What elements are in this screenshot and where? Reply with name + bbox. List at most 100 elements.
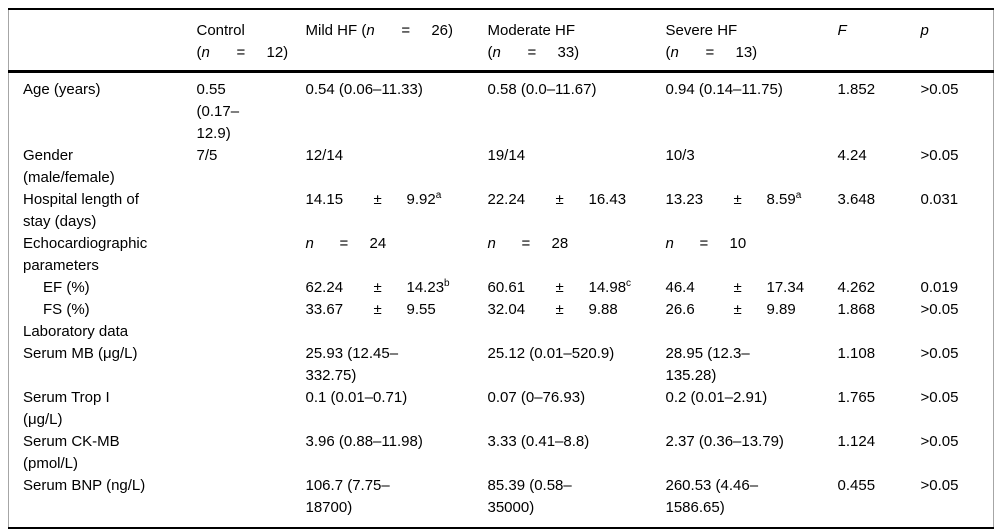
row-label: Serum Trop I (μg/L) [23,389,110,428]
table-cell: 1.852 [837,81,876,98]
table-cell: 0.031 [920,191,959,208]
column-header-3: Moderate HF (n = 33) [487,9,666,73]
table-cell: 106.7 (7.75– 18700) [305,477,390,516]
table-cell [197,233,306,277]
table-cell: >0.05 [920,301,959,318]
row-label: Laboratory data [23,323,129,340]
table-cell: 0.1 (0.01–0.71) [305,389,408,406]
column-header-6: p [920,9,994,73]
table-row: Gender (male/female) 7/5 12/14 19/14 10/3 4.2… [9,145,994,189]
row-label: Age (years) [23,81,101,98]
row-label: Serum BNP (ng/L) [23,477,146,494]
table-cell: n = 24 [305,235,387,252]
table-cell: 14.15 ±9.92a [305,190,442,209]
table-row: FS (%) 33.67 ±9.55 32.04 ±9.88 26.6 ±9.89 1.868… [9,299,994,321]
table-cell: 33.67 ±9.55 [305,301,436,318]
table-cell: 3.33 (0.41–8.8) [487,433,590,450]
table-cell [197,277,306,299]
table-cell: >0.05 [920,81,959,98]
table-header-row: Control (n = 12) Mild HF (n = 26) Moderate HF (n… [8,9,994,73]
table-cell: 0.019 [920,279,959,296]
table-cell: 13.23 ±8.59a [665,190,802,209]
table-row: EF (%) 62.24 ±14.23b 60.61 ±14.98c 46.4 ±17.34… [9,277,994,299]
table-cell: 0.2 (0.01–2.91) [665,389,768,406]
row-label: Hospital length of stay (days) [23,191,139,230]
column-header-2: Mild HF (n = 26) [305,9,488,73]
table-cell: 3.96 (0.88–11.98) [305,433,423,450]
table-cell [197,387,306,431]
table-cell [306,321,488,343]
table-header: Control (n = 12) Mild HF (n = 26) Moderate HF (n… [8,9,994,73]
table-cell: 1.765 [837,389,876,406]
row-label: FS (%) [43,301,90,318]
table-cell: 7/5 [196,147,218,164]
table-cell: 85.39 (0.58– 35000) [487,477,572,516]
table-cell: >0.05 [920,345,959,362]
table-cell: >0.05 [920,433,959,450]
table-cell: >0.05 [920,477,959,494]
table-cell: 3.648 [837,191,876,208]
table-cell [838,321,921,343]
table-cell: 260.53 (4.46– 1586.65) [665,477,759,516]
table-cell: 2.37 (0.36–13.79) [665,433,784,450]
hf-groups-statistics-table: Control (n = 12) Mild HF (n = 26) Moderate HF (n… [8,8,994,529]
column-header-4: Severe HF (n = 13) [665,9,838,73]
row-label: Serum MB (μg/L) [23,345,138,362]
table-row: Echocardiographic parameters n = 24 n = 28 n = 10 [9,233,994,277]
table-cell: 4.24 [837,147,867,164]
table-cell: 26.6 ±9.89 [665,301,796,318]
table-cell [921,321,994,343]
row-label: Gender (male/female) [23,147,115,186]
table-cell [197,343,306,387]
table-cell [921,233,994,277]
table-row: Age (years) 0.55 (0.17– 12.9) 0.54 (0.06–1… [9,72,994,146]
table-cell: >0.05 [920,147,959,164]
table-body: Age (years) 0.55 (0.17– 12.9) 0.54 (0.06–1… [9,72,994,529]
table-cell: 1.108 [837,345,876,362]
table-cell: 0.55 (0.17– 12.9) [196,81,240,142]
table-cell: 0.54 (0.06–11.33) [305,81,423,98]
table-row: Laboratory data [9,321,994,343]
table-cell [488,321,666,343]
table-row: Serum CK-MB (pmol/L) 3.96 (0.88–11.98) 3.3… [9,431,994,475]
table-cell [838,233,921,277]
table-cell: 22.24 ±16.43 [487,191,627,208]
table-row: Hospital length of stay (days) 14.15 ±9.92… [9,189,994,233]
table-row: Serum BNP (ng/L) 106.7 (7.75– 18700) 85.39… [9,475,994,528]
table-row: Serum MB (μg/L) 25.93 (12.45– 332.75) 25.1… [9,343,994,387]
table-cell [197,189,306,233]
table-cell: >0.05 [920,389,959,406]
table-cell: 32.04 ±9.88 [487,301,618,318]
table-cell: 0.58 (0.0–11.67) [487,81,597,98]
table-cell: 60.61 ±14.98c [487,278,632,297]
table-cell: 4.262 [837,279,876,296]
column-header-0 [8,9,197,73]
table-cell: 0.94 (0.14–11.75) [665,81,783,98]
table-cell [666,321,838,343]
table-cell: 0.07 (0–76.93) [487,389,586,406]
column-header-1: Control (n = 12) [196,9,306,73]
table-cell: 19/14 [487,147,526,164]
row-label: EF (%) [43,279,90,296]
table-cell: 46.4 ±17.34 [665,279,805,296]
table-cell: 0.455 [837,477,876,494]
table-cell: 1.124 [837,433,876,450]
table-cell: 28.95 (12.3– 135.28) [665,345,750,384]
table-cell: 62.24 ±14.23b [305,278,450,297]
table-cell [197,475,306,528]
table-cell [197,321,306,343]
table-cell [197,299,306,321]
table-cell: 1.868 [837,301,876,318]
table-cell: n = 10 [665,235,747,252]
table-cell: 25.93 (12.45– 332.75) [305,345,399,384]
table-cell: n = 28 [487,235,569,252]
table-cell [197,431,306,475]
table-cell: 10/3 [665,147,695,164]
table-cell: 12/14 [305,147,344,164]
row-label: Serum CK-MB (pmol/L) [23,433,120,472]
table-cell: 25.12 (0.01–520.9) [487,345,615,362]
table-row: Serum Trop I (μg/L) 0.1 (0.01–0.71) 0.07 (… [9,387,994,431]
row-label: Echocardiographic parameters [23,235,148,274]
column-header-5: F [837,9,921,73]
